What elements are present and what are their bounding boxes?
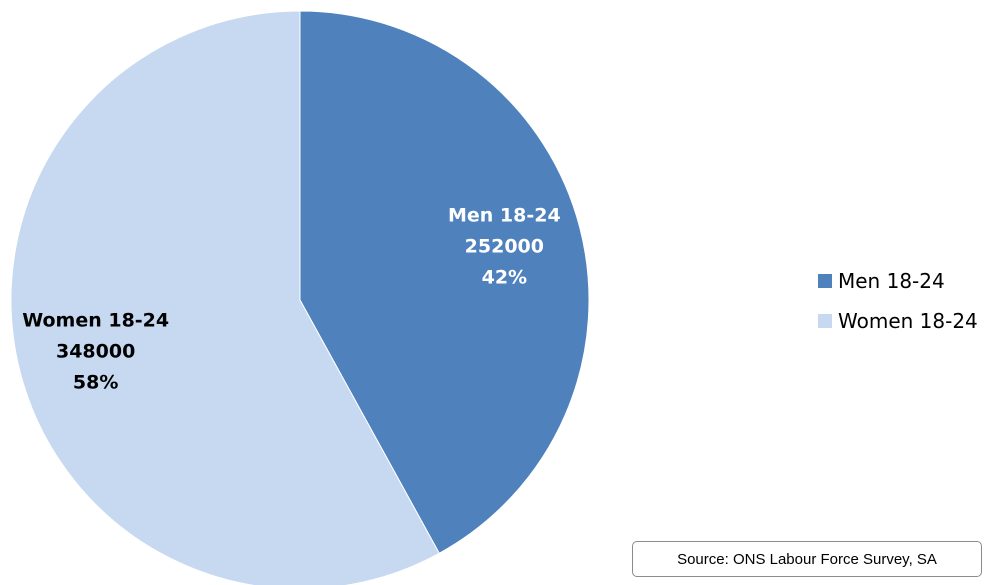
legend-swatch [818,274,832,288]
pie-slice-women-18-24 [10,10,440,585]
pie-slices [10,10,590,585]
legend-swatch [818,314,832,328]
legend: Men 18-24 Women 18-24 [818,269,978,333]
legend-label: Men 18-24 [838,269,945,293]
pie-slice-labels: Men 18-24 252000 42% Women 18-24 348000 58% [22,205,561,394]
slice-label-women-18-24: Women 18-24 348000 58% [22,309,169,393]
slice-label-men-18-24: Men 18-24 252000 42% [448,205,561,289]
source-note: Source: ONS Labour Force Survey, SA [632,541,982,577]
legend-label: Women 18-24 [838,309,978,333]
pie-slice-men-18-24 [299,10,590,554]
